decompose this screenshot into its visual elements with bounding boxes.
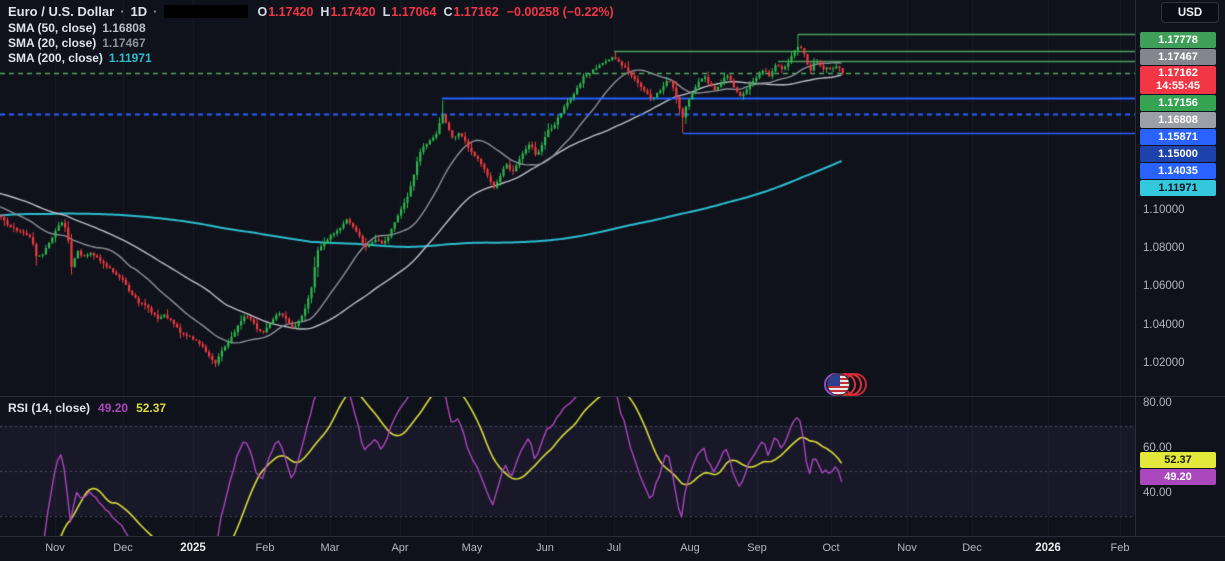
rsi-axis-tick: 60.00 xyxy=(1143,442,1172,454)
rsi-ma-value: 52.37 xyxy=(136,401,167,415)
month-label: Mar xyxy=(320,542,340,554)
month-label: Nov xyxy=(897,542,917,554)
symbol-legend-row[interactable]: Euro / U.S. Dollar · 1D · O1.17420 H1.17… xyxy=(8,3,614,20)
price-scale[interactable]: USD 1.10000 1.08000 1.06000 1.04000 1.02000 8… xyxy=(1136,0,1225,537)
rsi-axis-tick: 40.00 xyxy=(1143,487,1172,499)
price-badge-1.11971[interactable]: 1.11971 xyxy=(1140,180,1216,197)
rsi-legend-row[interactable]: RSI (14, close) 49.20 52.37 xyxy=(8,401,166,415)
legend-separator: · xyxy=(120,4,125,19)
legend-separator2: · xyxy=(153,4,158,19)
year-label: 2026 xyxy=(1035,542,1061,554)
indicator-row-sma200[interactable]: SMA (200, close) 1.11971 xyxy=(8,50,152,65)
chart-legend: Euro / U.S. Dollar · 1D · O1.17420 H1.17… xyxy=(8,3,614,65)
timeframe-label[interactable]: 1D xyxy=(130,4,148,19)
price-axis-tick: 1.02000 xyxy=(1143,356,1185,369)
currency-toggle-button[interactable]: USD xyxy=(1161,2,1219,23)
axis-separator xyxy=(0,536,1225,537)
last-price-badge[interactable]: 1.17162 14:55:45 xyxy=(1140,66,1216,95)
price-badge-1.17156[interactable]: 1.17156 xyxy=(1140,95,1216,112)
month-label: Dec xyxy=(113,542,133,554)
price-badge-1.17778[interactable]: 1.17778 xyxy=(1140,32,1216,49)
rsi-badge-52.37[interactable]: 52.37 xyxy=(1140,452,1216,469)
price-axis-tick: 1.10000 xyxy=(1143,204,1185,216)
month-label: Jul xyxy=(606,542,622,554)
month-label: Feb xyxy=(1110,542,1130,554)
scale-separator xyxy=(1135,0,1136,537)
redacted-source-box xyxy=(163,5,248,18)
ohlc-values: O1.17420 H1.17420 L1.17064 C1.17162 −0.0… xyxy=(257,4,614,19)
month-label: Oct xyxy=(822,542,840,554)
price-chart-canvas[interactable] xyxy=(0,0,1135,396)
sma20-value: 1.17467 xyxy=(102,35,146,50)
month-label: Dec xyxy=(962,542,982,554)
month-label: Aug xyxy=(680,542,700,554)
price-badge-1.17467[interactable]: 1.17467 xyxy=(1140,49,1216,66)
indicator-row-sma20[interactable]: SMA (20, close) 1.17467 xyxy=(8,35,146,50)
symbol-title: Euro / U.S. Dollar xyxy=(8,4,115,19)
month-label: Sep xyxy=(747,542,767,554)
price-badge-1.14035[interactable]: 1.14035 xyxy=(1140,163,1216,180)
low-value: 1.17064 xyxy=(391,4,437,19)
price-axis-tick: 1.08000 xyxy=(1143,242,1185,255)
rsi-value: 49.20 xyxy=(98,401,129,415)
year-label: 2025 xyxy=(180,542,206,554)
close-value: 1.17162 xyxy=(453,4,499,19)
price-badge-1.16808[interactable]: 1.16808 xyxy=(1140,112,1216,129)
price-badge-1.15871[interactable]: 1.15871 xyxy=(1140,129,1216,146)
pane-separator[interactable] xyxy=(0,396,1225,397)
rsi-chart-canvas[interactable] xyxy=(0,397,1135,536)
high-value: 1.17420 xyxy=(330,4,376,19)
time-axis[interactable]: Nov Dec 2025 Feb Mar Apr May Jun Jul Aug Sep Oct Nov… xyxy=(0,537,1225,561)
us-flag-icon xyxy=(827,373,850,396)
rsi-label: RSI (14, close) xyxy=(8,401,91,415)
change-value: −0.00258 (−0.22%) xyxy=(506,4,614,19)
price-axis-tick: 1.06000 xyxy=(1143,280,1185,293)
sma200-value: 1.11971 xyxy=(108,50,152,65)
countdown-timer: 14:55:45 xyxy=(1155,80,1201,93)
indicator-row-sma50[interactable]: SMA (50, close) 1.16808 xyxy=(8,20,146,35)
open-value: 1.17420 xyxy=(268,4,314,19)
rsi-badge-49.20[interactable]: 49.20 xyxy=(1140,469,1216,486)
pair-logo xyxy=(824,372,870,399)
month-label: Feb xyxy=(255,542,275,554)
sma50-value: 1.16808 xyxy=(102,20,146,35)
month-label: May xyxy=(461,542,483,554)
month-label: Jun xyxy=(536,542,554,554)
price-badge-1.15000[interactable]: 1.15000 xyxy=(1140,146,1216,163)
month-label: Nov xyxy=(45,542,65,554)
rsi-axis-tick: 80.00 xyxy=(1143,397,1172,409)
month-label: Apr xyxy=(391,542,409,554)
price-axis-tick: 1.04000 xyxy=(1143,318,1185,331)
